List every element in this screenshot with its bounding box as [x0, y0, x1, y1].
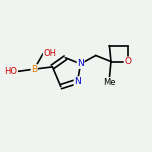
Text: N: N: [77, 59, 84, 68]
Text: N: N: [74, 77, 81, 86]
Text: B: B: [31, 65, 37, 74]
Text: Me: Me: [103, 78, 116, 86]
Text: OH: OH: [43, 49, 56, 58]
Text: O: O: [124, 57, 131, 66]
Text: HO: HO: [4, 67, 17, 76]
